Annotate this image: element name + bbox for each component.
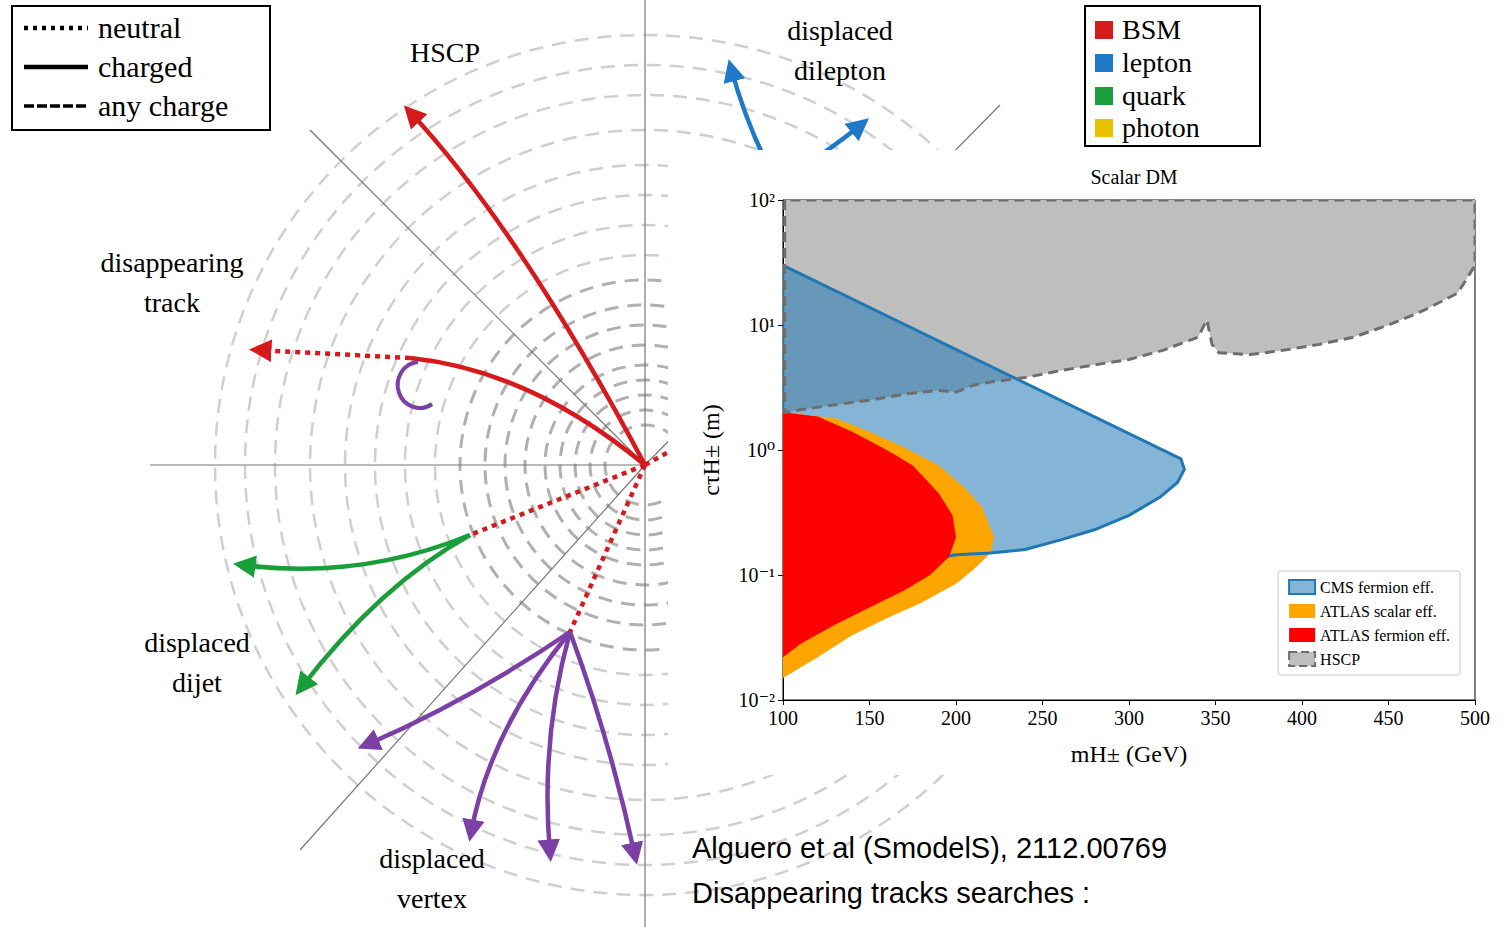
svg-text:track: track (144, 287, 200, 318)
svg-text:10²: 10² (749, 189, 775, 211)
svg-text:400: 400 (1287, 707, 1317, 729)
svg-text:any charge: any charge (98, 89, 228, 122)
svg-text:300: 300 (1114, 707, 1144, 729)
svg-text:150: 150 (855, 707, 885, 729)
svg-text:HSCP: HSCP (1320, 651, 1360, 668)
svg-text:displaced: displaced (379, 843, 485, 874)
svg-text:ATLAS fermion eff.: ATLAS fermion eff. (1320, 627, 1450, 644)
html-text:Alguero et al (SmodelS), 2112.: Alguero et al (SmodelS), 2112.00769 (692, 832, 1167, 864)
svg-text:250: 250 (1028, 707, 1058, 729)
svg-text:350: 350 (1201, 707, 1231, 729)
svg-text:ATLAS scalar eff.: ATLAS scalar eff. (1320, 603, 1437, 620)
svg-text:500: 500 (1460, 707, 1490, 729)
svg-text:photon: photon (1122, 112, 1200, 143)
svg-text:mH± (GeV): mH± (GeV) (1071, 741, 1187, 767)
svg-text:dilepton: dilepton (794, 55, 886, 86)
svg-text:cτH± (m): cτH± (m) (698, 404, 724, 495)
svg-text:disappearing: disappearing (100, 247, 243, 278)
svg-text:CMS fermion eff.: CMS fermion eff. (1320, 579, 1434, 596)
svg-text:displaced: displaced (787, 15, 893, 46)
svg-text:neutral: neutral (98, 11, 181, 44)
svg-text:100: 100 (768, 707, 798, 729)
svg-text:200: 200 (941, 707, 971, 729)
html-text:Disappearing tracks searches :: Disappearing tracks searches : (692, 877, 1091, 909)
svg-text:charged: charged (98, 50, 192, 83)
svg-text:vertex: vertex (397, 883, 467, 914)
svg-text:lepton: lepton (1122, 47, 1192, 78)
svg-text:HSCP: HSCP (410, 37, 480, 68)
svg-text:10⁻²: 10⁻² (738, 689, 775, 711)
svg-text:10⁻¹: 10⁻¹ (738, 564, 775, 586)
svg-text:dijet: dijet (172, 667, 222, 698)
svg-text:BSM: BSM (1122, 14, 1181, 45)
svg-text:450: 450 (1374, 707, 1404, 729)
svg-text:displaced: displaced (144, 627, 250, 658)
svg-text:10¹: 10¹ (749, 314, 775, 336)
svg-text:Scalar DM: Scalar DM (1090, 166, 1177, 188)
svg-text:quark: quark (1122, 80, 1186, 111)
svg-text:10⁰: 10⁰ (747, 439, 775, 461)
